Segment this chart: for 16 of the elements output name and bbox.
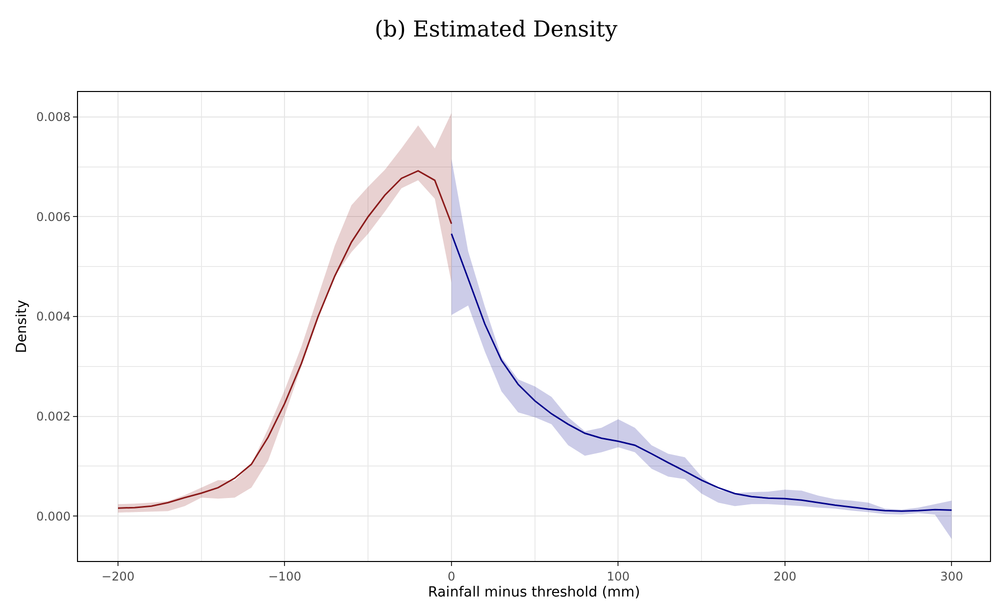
y-tick-label: 0.004 — [36, 310, 71, 324]
line-series — [117, 170, 452, 509]
x-tick-label: −100 — [268, 569, 302, 584]
x-tick-label: −200 — [102, 569, 134, 584]
y-axis-title: Density — [14, 300, 30, 354]
x-tick-label: 200 — [773, 569, 796, 584]
x-tick-label: 0 — [448, 569, 456, 584]
y-tick-label: 0.000 — [36, 509, 71, 524]
y-tick-label: 0.008 — [36, 110, 71, 124]
x-tick-label: 100 — [606, 569, 630, 584]
line-series — [450, 232, 952, 512]
y-tick-label: 0.002 — [36, 410, 71, 424]
y-tick-label: 0.006 — [36, 210, 71, 224]
chart-title: (b) Estimated Density — [374, 18, 618, 43]
x-axis-title: Rainfall minus threshold (mm) — [428, 584, 640, 601]
x-tick-label: 300 — [940, 569, 964, 584]
